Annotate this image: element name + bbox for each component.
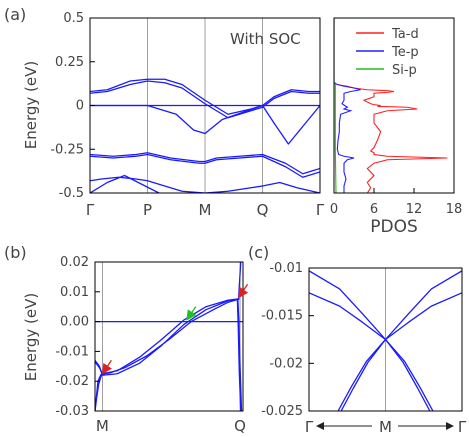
band-structure-panel-a: 0.50.250-0.25-0.5Γ P M Q Γ With SOC Energy (… (22, 11, 325, 219)
panel-b-kpoint-label: M (96, 417, 109, 435)
panel-b-frame (94, 261, 244, 412)
panel-a-band (90, 176, 264, 193)
panel-a-kpoint-label: P (143, 201, 152, 219)
panel-c-band (340, 338, 431, 411)
panel-c-kpoint-label: Γ (305, 418, 314, 436)
panel-a-band (90, 80, 320, 119)
band-zoom-panel-b: 0.02 0.01 0.00 -0.01 -0.02 -0.03 M Q Energy (eV… (22, 255, 249, 435)
panel-b-band (95, 373, 104, 411)
panel-c-ytick-label: -0.025 (261, 404, 303, 419)
pdos-xtick-label: 18 (446, 202, 463, 217)
panel-c-ytick-label: -0.02 (269, 356, 303, 371)
panel-label-a: (a) (4, 5, 26, 24)
panel-b-band (237, 262, 242, 300)
panel-a-ytick-label: 0.25 (55, 55, 84, 70)
pdos-curve-ta-d (334, 18, 448, 193)
panel-b-ytick-label: 0.02 (60, 255, 89, 270)
pdos-xlabel: PDOS (370, 217, 418, 237)
panel-c-kpoint-label: M (379, 418, 392, 436)
legend-label: Te-p (391, 45, 419, 60)
pdos-curve-te-p (334, 18, 361, 193)
panel-a-ytick-label: -0.25 (50, 142, 84, 157)
panel-b-ytick-label: -0.03 (55, 404, 89, 419)
panel-b-ytick-label: -0.02 (55, 374, 89, 389)
panel-a-ylabel: Energy (eV) (22, 61, 40, 149)
panel-a-band (90, 152, 320, 175)
panel-b-ytick-label: -0.01 (55, 344, 89, 359)
pdos-curve-si-p (334, 18, 337, 193)
panel-a-band (90, 174, 160, 193)
pdos-xtick-label: 6 (370, 202, 378, 217)
legend-label: Ta-d (391, 27, 419, 42)
pdos-xtick-label: 12 (406, 202, 423, 217)
legend-label: Si-p (392, 63, 417, 78)
panel-a-kpoint-label: Γ (86, 201, 95, 219)
panel-b-arrow (101, 359, 113, 375)
panel-c-kpoint-label: Γ (458, 418, 467, 436)
panel-a-band (90, 153, 320, 178)
pdos-xtick-label: 0 (330, 202, 338, 217)
panel-label-b: (b) (4, 243, 27, 262)
panel-a-ytick-label: -0.5 (59, 186, 84, 201)
panel-b-band (95, 298, 240, 375)
panel-a-band (90, 78, 320, 115)
panel-b-ytick-label: 0.01 (60, 285, 89, 300)
panel-b-band (236, 299, 242, 411)
panel-c-ytick-label: -0.015 (261, 309, 303, 324)
pdos-frame (333, 17, 455, 194)
panel-a-kpoint-label: Q (257, 201, 269, 219)
panel-b-arrow (186, 306, 197, 321)
panel-a-kpoint-label: M (199, 201, 212, 219)
panel-a-band (261, 104, 320, 145)
panel-b-kpoint-label: Q (234, 417, 246, 435)
panel-a-ytick-label: 0 (76, 99, 84, 114)
panel-b-ylabel: Energy (eV) (22, 293, 40, 381)
panel-label-c: (c) (248, 243, 269, 262)
panel-c-ytick-label: -0.01 (269, 261, 303, 276)
panel-b-arrow (238, 283, 249, 299)
panel-a-kpoint-label: Γ (316, 201, 325, 219)
panel-a-ytick-label: 0.5 (63, 11, 84, 26)
panel-b-band (95, 298, 240, 376)
panel-b-band (95, 298, 240, 411)
pdos-panel: 0 6 12 18 Ta-d Te-p Si-p PDOS (330, 17, 463, 237)
panel-a-band (261, 181, 320, 193)
panel-a-band (90, 104, 264, 135)
panel-b-ytick-label: 0.00 (60, 315, 89, 330)
panel-c-frame (308, 267, 463, 412)
panel-a-annotation: With SOC (230, 30, 301, 48)
